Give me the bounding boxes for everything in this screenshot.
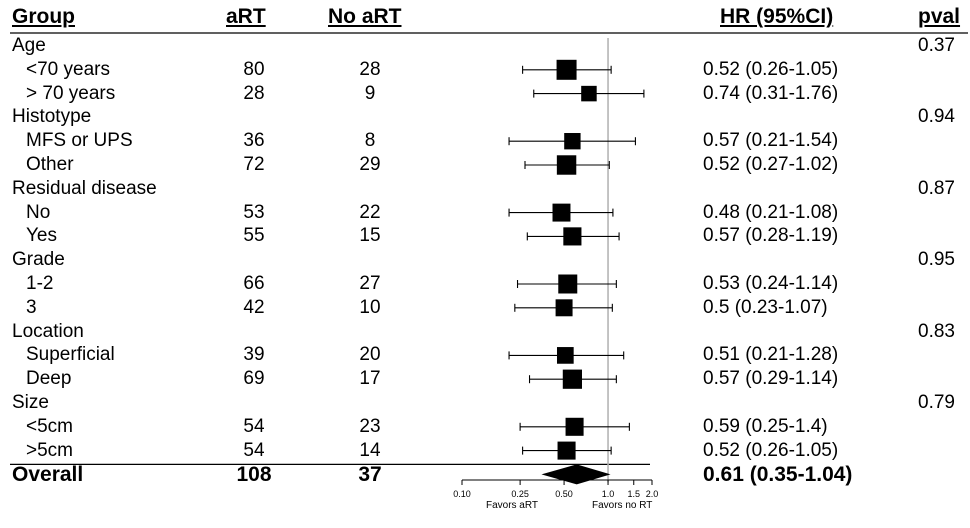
x-tick-label: 1.0 — [602, 489, 615, 499]
estimate-box — [558, 274, 578, 294]
no-art-count: 10 — [359, 296, 381, 318]
group-label: Size — [12, 392, 49, 413]
hr-ci-text: 0.57 (0.21-1.54) — [703, 130, 839, 152]
no-art-count: 23 — [359, 415, 381, 437]
favors-art-label: Favors aRT — [486, 500, 538, 511]
art-count: 36 — [243, 130, 265, 152]
hr-ci-text: 0.57 (0.29-1.14) — [703, 368, 839, 390]
x-tick-label: 2.0 — [646, 489, 659, 499]
subgroup-label: > 70 years — [26, 82, 116, 104]
hr-ci-text: 0.74 (0.31-1.76) — [703, 82, 839, 104]
favors-no-rt-label: Favors no RT — [592, 500, 652, 511]
art-count: 53 — [243, 201, 265, 223]
pval-value: 0.37 — [918, 35, 955, 56]
subgroup-label: >5cm — [26, 439, 73, 461]
subgroup-label: <70 years — [26, 58, 110, 80]
group-label: Location — [12, 320, 84, 342]
estimate-box — [562, 369, 582, 389]
estimate-box — [564, 133, 581, 150]
x-tick-label: 1.5 — [627, 489, 640, 499]
estimate-box — [555, 299, 573, 317]
subgroup-label: 3 — [26, 296, 37, 318]
no-art-count: 29 — [359, 154, 381, 175]
pval-value: 0.87 — [918, 177, 955, 199]
no-art-count: 22 — [359, 201, 381, 223]
group-label: Histotype — [12, 106, 92, 128]
estimate-box — [557, 441, 576, 460]
art-count: 72 — [243, 154, 265, 175]
subgroup-label: Superficial — [26, 344, 115, 366]
hr-ci-text: 0.57 (0.28-1.19) — [703, 225, 839, 247]
art-count: 39 — [243, 344, 265, 366]
header-hr: HR (95%CI) — [720, 5, 834, 28]
group-label: Age — [12, 35, 46, 56]
art-count: 80 — [243, 58, 265, 80]
subgroup-label: 1-2 — [26, 273, 54, 294]
art-count: 28 — [243, 82, 265, 104]
header-group: Group — [12, 5, 75, 28]
pval-value: 0.83 — [918, 320, 955, 342]
estimate-box — [556, 155, 577, 175]
estimate-box — [565, 417, 584, 436]
art-count: 54 — [243, 415, 265, 437]
no-art-count: 17 — [359, 368, 381, 390]
overall-diamond — [541, 464, 611, 485]
art-count: 42 — [243, 296, 265, 318]
no-art-count: 20 — [359, 344, 381, 366]
subgroup-label: Yes — [26, 225, 57, 247]
hr-ci-text: 0.53 (0.24-1.14) — [703, 273, 839, 294]
header-no-art: No aRT — [328, 5, 402, 28]
no-art-count: 9 — [364, 82, 376, 104]
group-label: Residual disease — [12, 177, 157, 199]
hr-ci-text: 0.59 (0.25-1.4) — [703, 415, 828, 437]
subgroup-label: No — [26, 201, 51, 223]
header-pval: pval — [918, 5, 961, 28]
no-art-count: 15 — [359, 225, 381, 247]
pval-value: 0.94 — [918, 106, 955, 128]
estimate-box — [556, 347, 574, 364]
no-art-count: 8 — [364, 130, 376, 152]
subgroup-label: MFS or UPS — [26, 130, 133, 152]
subgroup-label: Other — [26, 154, 74, 175]
art-count: 108 — [236, 463, 272, 487]
no-art-count: 28 — [359, 58, 381, 80]
estimate-box — [581, 85, 597, 102]
art-count: 54 — [243, 439, 265, 461]
estimate-box — [552, 203, 571, 222]
no-art-count: 27 — [359, 273, 381, 294]
subgroup-label: <5cm — [26, 415, 73, 437]
estimate-box — [556, 59, 577, 80]
pval-value: 0.95 — [918, 249, 955, 271]
art-count: 66 — [243, 273, 265, 294]
hr-ci-text: 0.52 (0.26-1.05) — [703, 58, 839, 80]
hr-ci-text: 0.5 (0.23-1.07) — [703, 296, 828, 318]
no-art-count: 14 — [359, 439, 381, 461]
estimate-box — [563, 227, 582, 246]
no-art-count: 37 — [358, 463, 382, 487]
overall-label: Overall — [12, 463, 84, 487]
art-count: 69 — [243, 368, 265, 390]
hr-ci-text: 0.51 (0.21-1.28) — [703, 344, 839, 366]
hr-ci-text: 0.61 (0.35-1.04) — [703, 463, 853, 487]
group-label: Grade — [12, 249, 65, 271]
art-count: 55 — [243, 225, 265, 247]
x-tick-label: 0.25 — [511, 489, 529, 499]
hr-ci-text: 0.52 (0.26-1.05) — [703, 439, 839, 461]
pval-value: 0.79 — [918, 392, 955, 413]
hr-ci-text: 0.52 (0.27-1.02) — [703, 154, 839, 175]
subgroup-label: Deep — [26, 368, 72, 390]
hr-ci-text: 0.48 (0.21-1.08) — [703, 201, 839, 223]
x-tick-label: 0.50 — [555, 489, 573, 499]
header-art: aRT — [226, 5, 266, 28]
x-tick-label: 0.10 — [453, 489, 471, 499]
